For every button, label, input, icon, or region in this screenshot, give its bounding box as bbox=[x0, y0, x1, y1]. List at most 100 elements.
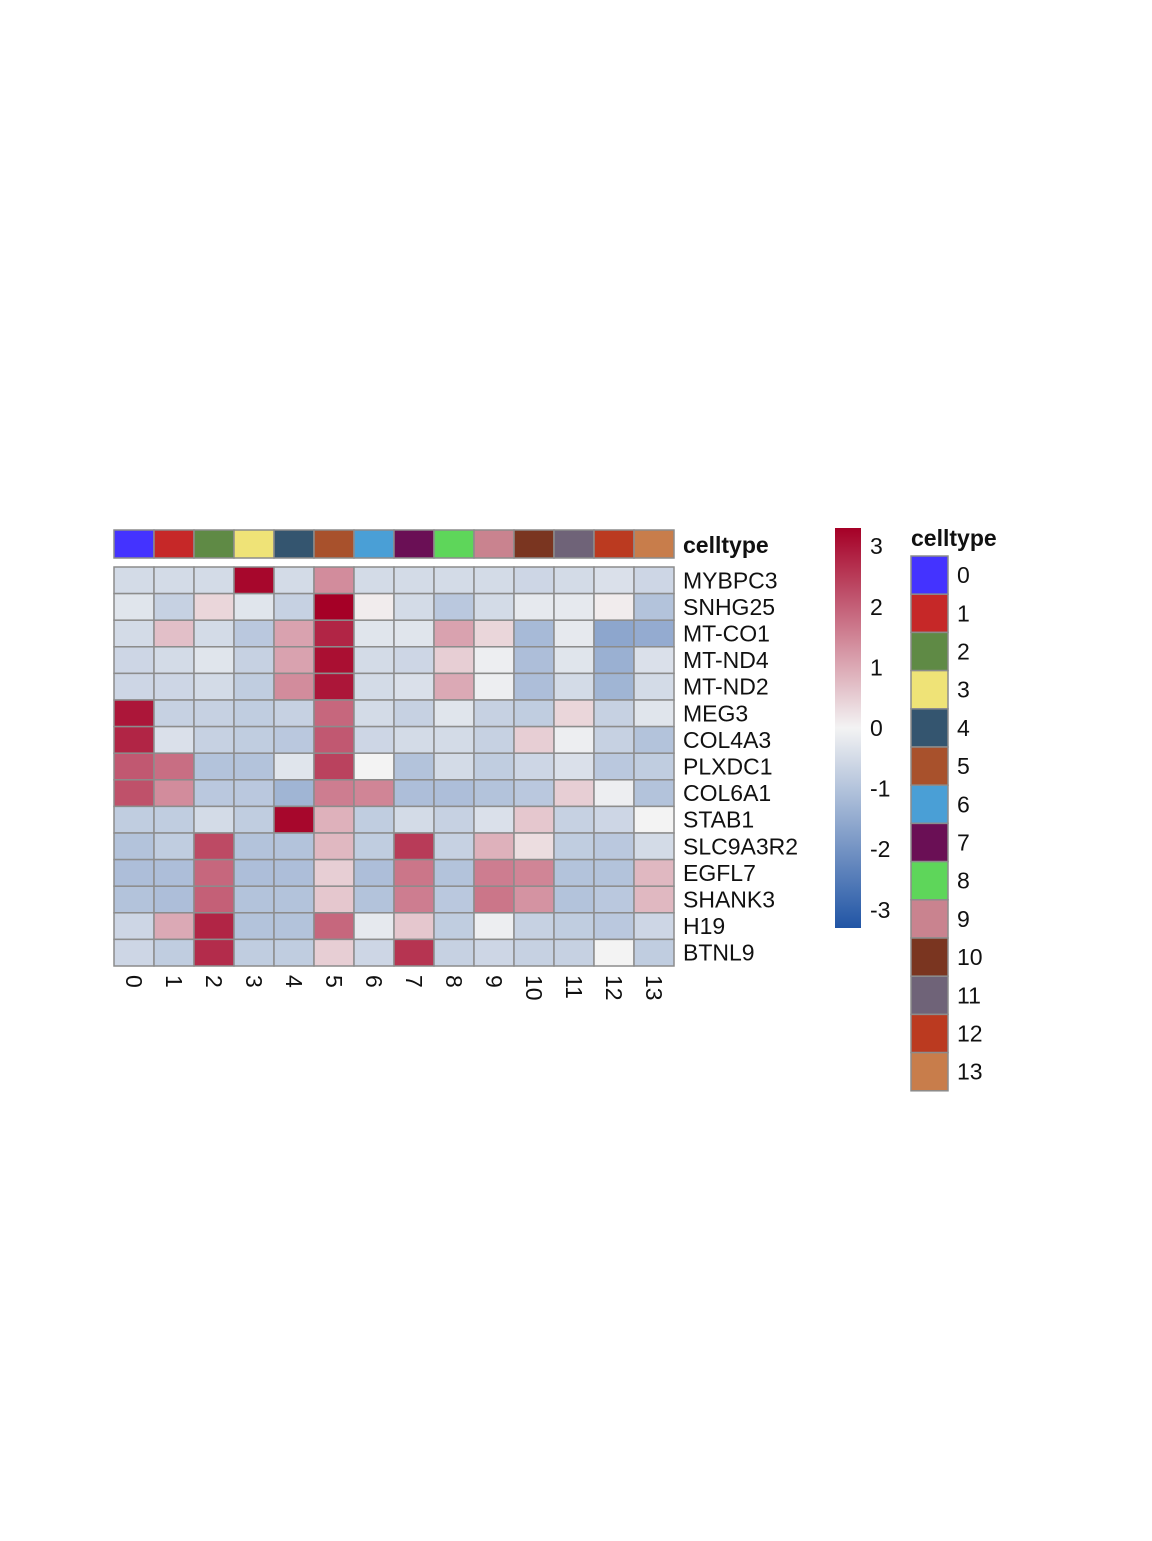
legend-label: 7 bbox=[957, 830, 970, 856]
heatmap-cell bbox=[353, 805, 395, 834]
annotation-cell bbox=[233, 529, 275, 559]
heatmap-cell bbox=[313, 699, 355, 728]
legend-label: 10 bbox=[957, 944, 983, 970]
column-label: 9 bbox=[481, 975, 507, 988]
heatmap-cell bbox=[193, 832, 235, 861]
heatmap-cell bbox=[113, 805, 155, 834]
heatmap-cell bbox=[513, 672, 555, 701]
heatmap-cell bbox=[313, 885, 355, 914]
gene-label: PLXDC1 bbox=[683, 754, 772, 780]
heatmap-cell bbox=[153, 832, 195, 861]
heatmap-cell bbox=[193, 885, 235, 914]
heatmap-cell bbox=[153, 858, 195, 887]
heatmap-cell bbox=[433, 832, 475, 861]
heatmap-cell bbox=[233, 699, 275, 728]
heatmap-cell bbox=[433, 858, 475, 887]
annotation-cell bbox=[393, 529, 435, 559]
heatmap-cell bbox=[473, 619, 515, 648]
legend-label: 13 bbox=[957, 1059, 983, 1085]
heatmap-cell bbox=[233, 592, 275, 621]
column-labels: 0 1 2 3 4 5 6 7 8 9 10 11 12 13 bbox=[121, 975, 667, 1001]
heatmap-cell bbox=[113, 699, 155, 728]
heatmap-cell bbox=[433, 592, 475, 621]
heatmap-cell bbox=[473, 885, 515, 914]
legend-title: celltype bbox=[911, 525, 997, 551]
heatmap-cell bbox=[513, 912, 555, 941]
heatmap-cell bbox=[393, 566, 435, 595]
heatmap-cell bbox=[553, 699, 595, 728]
heatmap-cell bbox=[113, 832, 155, 861]
heatmap-cell bbox=[473, 646, 515, 675]
heatmap-cell bbox=[313, 912, 355, 941]
legend-swatch bbox=[910, 669, 949, 710]
column-label: 5 bbox=[321, 975, 347, 988]
gene-label: SHANK3 bbox=[683, 887, 775, 913]
heatmap-cell bbox=[313, 805, 355, 834]
heatmap-cell bbox=[153, 672, 195, 701]
heatmap-cell bbox=[273, 672, 315, 701]
heatmap-cell bbox=[313, 672, 355, 701]
legend-swatch bbox=[910, 746, 949, 786]
heatmap-cell bbox=[553, 592, 595, 621]
heatmap-cell bbox=[113, 912, 155, 941]
legend-label: 2 bbox=[957, 639, 970, 665]
legend-swatch bbox=[910, 784, 949, 825]
heatmap-cell bbox=[313, 752, 355, 781]
gene-label: MEG3 bbox=[683, 700, 748, 726]
heatmap-cell bbox=[513, 752, 555, 781]
gene-label: COL6A1 bbox=[683, 780, 771, 806]
heatmap-cell bbox=[313, 832, 355, 861]
heatmap-cell bbox=[393, 672, 435, 701]
heatmap-cell bbox=[193, 699, 235, 728]
legend-swatch bbox=[910, 822, 949, 863]
heatmap-cell bbox=[193, 566, 235, 595]
heatmap-cell bbox=[513, 566, 555, 595]
heatmap-cell bbox=[513, 885, 555, 914]
gene-label: MT-ND2 bbox=[683, 674, 769, 700]
heatmap-cell bbox=[633, 699, 675, 728]
heatmap-cell bbox=[233, 646, 275, 675]
gene-label: BTNL9 bbox=[683, 940, 755, 966]
heatmap-cell bbox=[353, 619, 395, 648]
heatmap-cell bbox=[113, 885, 155, 914]
heatmap-cell bbox=[153, 592, 195, 621]
heatmap-cell bbox=[433, 805, 475, 834]
heatmap-cell bbox=[633, 752, 675, 781]
heatmap-cell bbox=[273, 832, 315, 861]
heatmap-cell bbox=[593, 646, 635, 675]
heatmap-cell bbox=[273, 592, 315, 621]
heatmap-cell bbox=[113, 619, 155, 648]
heatmap-cell bbox=[233, 912, 275, 941]
heatmap-cell bbox=[273, 752, 315, 781]
colorbar-tick-label: 0 bbox=[870, 715, 883, 741]
heatmap-cell bbox=[353, 672, 395, 701]
heatmap-cell bbox=[233, 619, 275, 648]
heatmap-cell bbox=[433, 912, 475, 941]
heatmap-cell bbox=[113, 672, 155, 701]
heatmap-cell bbox=[553, 619, 595, 648]
heatmap-cell bbox=[193, 912, 235, 941]
gene-label: STAB1 bbox=[683, 807, 754, 833]
annotation-cell bbox=[273, 529, 315, 559]
heatmap-cell bbox=[153, 779, 195, 808]
heatmap-cell bbox=[393, 592, 435, 621]
heatmap-cell bbox=[233, 938, 275, 967]
legend-swatch bbox=[910, 1051, 949, 1092]
column-label: 3 bbox=[241, 975, 267, 988]
heatmap-cell bbox=[273, 646, 315, 675]
heatmap-cell bbox=[353, 592, 395, 621]
heatmap-cell bbox=[193, 646, 235, 675]
gene-label: MYBPC3 bbox=[683, 567, 778, 593]
heatmap-cell bbox=[473, 912, 515, 941]
column-label: 7 bbox=[401, 975, 427, 988]
heatmap-cell bbox=[433, 885, 475, 914]
annotation-cell bbox=[113, 529, 155, 559]
column-label: 0 bbox=[121, 975, 147, 988]
heatmap-cell bbox=[193, 619, 235, 648]
gene-label: MT-ND4 bbox=[683, 647, 769, 673]
legend-label: 3 bbox=[957, 677, 970, 703]
legend-label: 11 bbox=[957, 982, 981, 1008]
heatmap-cell bbox=[633, 672, 675, 701]
heatmap-cell bbox=[353, 752, 395, 781]
annotation-title: celltype bbox=[683, 532, 769, 558]
